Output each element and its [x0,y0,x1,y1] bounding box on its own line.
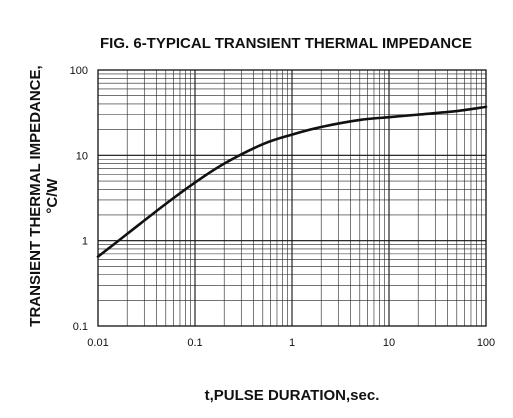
series-layer [96,105,488,258]
y-tick-labels: 100 10 1 0.1 [70,65,88,333]
chart-title: FIG. 6-TYPICAL TRANSIENT THERMAL IMPEDAN… [100,35,472,52]
x-tick-label: 100 [477,337,495,349]
x-axis-title: t,PULSE DURATION,sec. [205,387,380,404]
y-tick-label: 1 [82,236,88,248]
y-tick-label: 0.1 [73,321,88,333]
x-tick-label: 0.1 [187,337,202,349]
x-tick-label: 1 [289,337,295,349]
plot-grid [98,70,486,326]
y-axis-title: TRANSIENT THERMAL IMPEDANCE, °C/W [27,65,61,326]
x-tick-label: 10 [383,337,395,349]
y-axis-title-line2: °C/W [44,178,61,214]
y-axis-title-line1: TRANSIENT THERMAL IMPEDANCE, [27,65,44,326]
y-tick-label: 10 [76,150,88,162]
series-line [96,105,488,258]
y-tick-label: 100 [70,65,88,77]
x-tick-labels: 0.01 0.1 1 10 100 [87,337,495,349]
x-tick-label: 0.01 [87,337,108,349]
plot-frame [97,69,487,327]
